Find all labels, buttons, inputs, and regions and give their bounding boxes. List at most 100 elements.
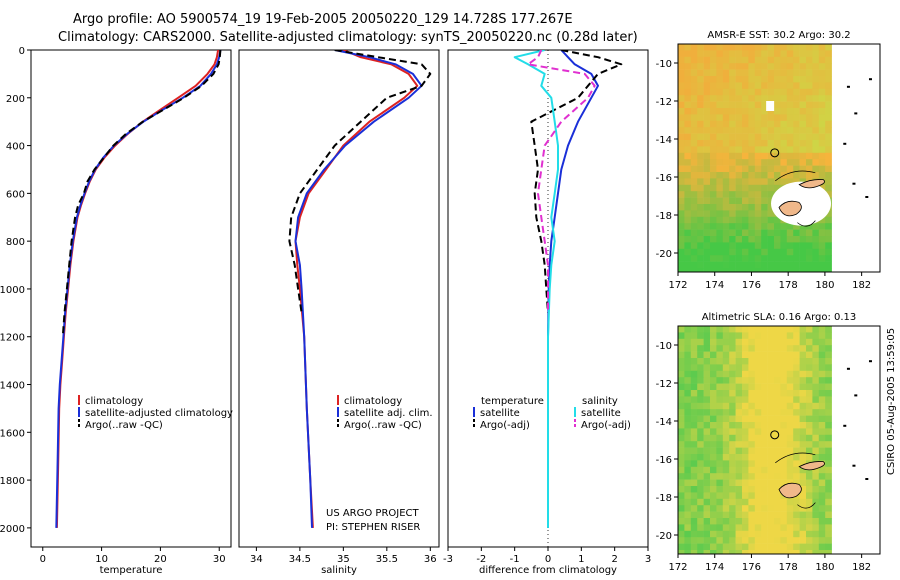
map-cell: [786, 402, 794, 410]
map-cell: [684, 204, 692, 211]
map-cell: [735, 441, 743, 448]
map-cell: [825, 383, 832, 391]
map-cell: [806, 511, 813, 519]
map-cell: [806, 422, 813, 429]
map-cell: [678, 550, 685, 554]
map-cell: [825, 236, 832, 243]
map-cell: [716, 543, 724, 551]
map-cell: [818, 409, 826, 416]
map-cell: [780, 479, 788, 487]
map-cell: [818, 88, 826, 96]
map-cell: [716, 422, 724, 429]
map-cell: [735, 229, 743, 237]
map-cell: [793, 505, 800, 512]
map-cell: [748, 133, 756, 141]
map-cell: [806, 326, 813, 333]
map-cell: [767, 120, 775, 128]
map-cell: [742, 537, 749, 544]
map-cell: [793, 108, 800, 115]
map-cell: [786, 133, 794, 141]
map-cell: [774, 338, 781, 346]
map-cell: [767, 165, 775, 173]
map-cell: [748, 236, 756, 243]
map-cell: [690, 460, 698, 468]
map-cell: [761, 159, 768, 166]
map-cell: [825, 178, 832, 186]
map-cell: [818, 351, 826, 359]
map-cell: [678, 358, 685, 365]
map-cell: [825, 479, 832, 487]
map-cell: [748, 114, 756, 122]
map-cell: [780, 108, 788, 115]
map-cell: [742, 197, 749, 205]
map-cell: [729, 550, 736, 554]
map-cell: [742, 377, 749, 384]
map-cell: [786, 511, 794, 519]
map-cell: [767, 223, 775, 230]
map-cell: [690, 428, 698, 436]
map-cell: [742, 473, 749, 480]
map-cell: [812, 338, 820, 346]
map-cell: [742, 351, 749, 359]
map-cell: [697, 524, 704, 532]
map-cell: [697, 518, 704, 525]
map-cell: [806, 441, 813, 448]
map-cell: [754, 255, 762, 262]
map-cell: [825, 152, 832, 160]
map-cell: [697, 127, 704, 134]
map-cell: [729, 473, 736, 480]
map-cell: [742, 76, 749, 83]
map-cell: [780, 268, 788, 272]
x-tick-label: 0: [40, 554, 46, 565]
map-cell: [774, 95, 781, 102]
map-cell: [748, 479, 756, 487]
map-cell: [774, 133, 781, 141]
map-cell: [767, 390, 775, 397]
map-cell: [684, 261, 692, 269]
map-cell: [703, 223, 711, 230]
map-cell: [786, 261, 794, 269]
reef-contour: [797, 220, 816, 227]
map-cell: [806, 396, 813, 404]
map-cell: [754, 383, 762, 391]
map-cell: [690, 530, 698, 538]
map-cell: [818, 229, 826, 237]
map-cell: [729, 165, 736, 173]
map-cell: [767, 56, 775, 64]
map-cell: [742, 255, 749, 262]
map-cell: [735, 447, 743, 455]
map-cell: [818, 108, 826, 115]
map-cell: [697, 95, 704, 102]
map-cell: [812, 236, 820, 243]
map-cell: [690, 236, 698, 243]
map-cell: [684, 370, 692, 378]
map-cell: [742, 498, 749, 506]
map-cell: [690, 242, 698, 250]
map-cell: [806, 332, 813, 340]
map-cell: [806, 229, 813, 237]
map-cell: [818, 402, 826, 410]
map-cell: [729, 268, 736, 272]
map-cell: [799, 492, 807, 500]
map-cell: [806, 492, 813, 500]
map-cell: [793, 402, 800, 410]
map-cell: [735, 172, 743, 179]
map-cell: [786, 390, 794, 397]
map-cell: [774, 172, 781, 179]
map-cell: [697, 543, 704, 551]
map-cell: [678, 44, 685, 51]
x-tick-label: 180: [815, 562, 834, 573]
map-cell: [806, 390, 813, 397]
map-cell: [786, 114, 794, 122]
map-cell: [786, 338, 794, 346]
map-cell: [690, 332, 698, 340]
map-cell: [786, 441, 794, 448]
map-cell: [748, 178, 756, 186]
map-cell: [678, 434, 685, 442]
map-cell: [825, 248, 832, 256]
map-cell: [697, 191, 704, 198]
map-cell: [710, 191, 717, 198]
map-cell: [825, 466, 832, 474]
argo-line: [288, 50, 432, 313]
